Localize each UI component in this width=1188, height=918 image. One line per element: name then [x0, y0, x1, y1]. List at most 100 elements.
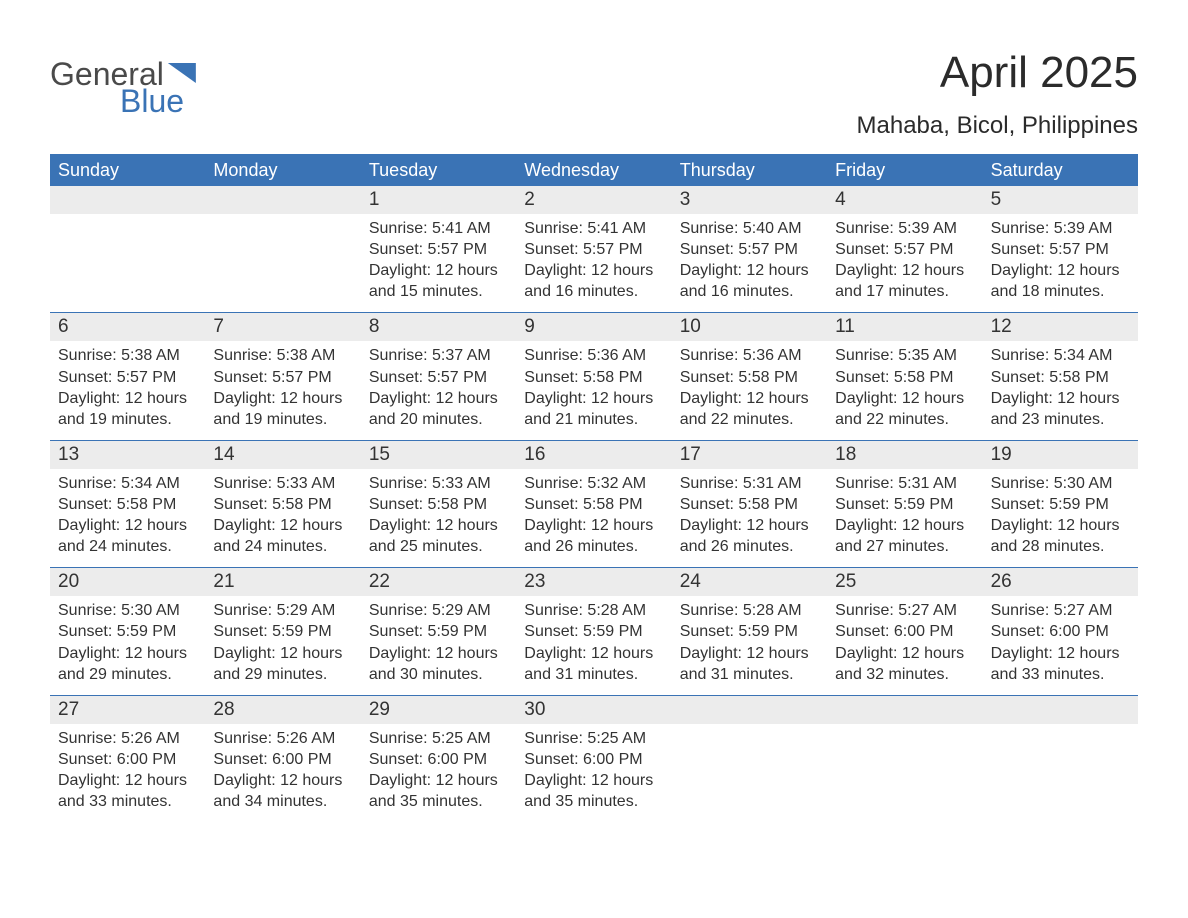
day-cell [205, 214, 360, 312]
day-number [50, 186, 205, 214]
day-cell: Sunrise: 5:38 AMSunset: 5:57 PMDaylight:… [205, 341, 360, 439]
sunrise-text: Sunrise: 5:40 AM [680, 218, 819, 239]
day-number: 18 [827, 441, 982, 469]
daylight-text: Daylight: 12 hours and 21 minutes. [524, 388, 663, 430]
day-cell: Sunrise: 5:39 AMSunset: 5:57 PMDaylight:… [827, 214, 982, 312]
sunset-text: Sunset: 6:00 PM [369, 749, 508, 770]
daylight-text: Daylight: 12 hours and 19 minutes. [58, 388, 197, 430]
day-cell: Sunrise: 5:27 AMSunset: 6:00 PMDaylight:… [827, 596, 982, 694]
daylight-text: Daylight: 12 hours and 34 minutes. [213, 770, 352, 812]
day-number [672, 696, 827, 724]
daylight-text: Daylight: 12 hours and 20 minutes. [369, 388, 508, 430]
sunrise-text: Sunrise: 5:35 AM [835, 345, 974, 366]
day-cell: Sunrise: 5:36 AMSunset: 5:58 PMDaylight:… [516, 341, 671, 439]
daylight-text: Daylight: 12 hours and 16 minutes. [524, 260, 663, 302]
daylight-text: Daylight: 12 hours and 35 minutes. [524, 770, 663, 812]
day-cell [672, 724, 827, 822]
sunset-text: Sunset: 5:57 PM [369, 367, 508, 388]
day-cell: Sunrise: 5:28 AMSunset: 5:59 PMDaylight:… [672, 596, 827, 694]
day-number: 19 [983, 441, 1138, 469]
sunrise-text: Sunrise: 5:41 AM [524, 218, 663, 239]
day-cell [50, 214, 205, 312]
daylight-text: Daylight: 12 hours and 22 minutes. [680, 388, 819, 430]
sunrise-text: Sunrise: 5:30 AM [58, 600, 197, 621]
flag-icon [168, 63, 196, 83]
day-number: 20 [50, 568, 205, 596]
daylight-text: Daylight: 12 hours and 24 minutes. [213, 515, 352, 557]
sunrise-text: Sunrise: 5:28 AM [524, 600, 663, 621]
day-cell: Sunrise: 5:41 AMSunset: 5:57 PMDaylight:… [516, 214, 671, 312]
day-number: 14 [205, 441, 360, 469]
sunset-text: Sunset: 6:00 PM [58, 749, 197, 770]
sunset-text: Sunset: 5:59 PM [680, 621, 819, 642]
sunrise-text: Sunrise: 5:39 AM [835, 218, 974, 239]
day-number: 7 [205, 313, 360, 341]
day-cell: Sunrise: 5:26 AMSunset: 6:00 PMDaylight:… [205, 724, 360, 822]
day-header: Saturday [983, 154, 1138, 186]
sunrise-text: Sunrise: 5:27 AM [835, 600, 974, 621]
daylight-text: Daylight: 12 hours and 26 minutes. [524, 515, 663, 557]
day-cell: Sunrise: 5:34 AMSunset: 5:58 PMDaylight:… [50, 469, 205, 567]
day-cell: Sunrise: 5:30 AMSunset: 5:59 PMDaylight:… [983, 469, 1138, 567]
daylight-text: Daylight: 12 hours and 26 minutes. [680, 515, 819, 557]
day-header: Monday [205, 154, 360, 186]
day-number: 27 [50, 696, 205, 724]
sunrise-text: Sunrise: 5:25 AM [369, 728, 508, 749]
sunset-text: Sunset: 5:57 PM [58, 367, 197, 388]
sunset-text: Sunset: 5:59 PM [991, 494, 1130, 515]
day-number: 10 [672, 313, 827, 341]
daylight-text: Daylight: 12 hours and 23 minutes. [991, 388, 1130, 430]
daylight-text: Daylight: 12 hours and 31 minutes. [680, 643, 819, 685]
day-number: 4 [827, 186, 982, 214]
sunset-text: Sunset: 6:00 PM [213, 749, 352, 770]
sunset-text: Sunset: 5:58 PM [991, 367, 1130, 388]
sunrise-text: Sunrise: 5:41 AM [369, 218, 508, 239]
sunset-text: Sunset: 5:57 PM [369, 239, 508, 260]
day-number: 21 [205, 568, 360, 596]
daylight-text: Daylight: 12 hours and 31 minutes. [524, 643, 663, 685]
day-cell: Sunrise: 5:39 AMSunset: 5:57 PMDaylight:… [983, 214, 1138, 312]
day-number: 26 [983, 568, 1138, 596]
day-number: 12 [983, 313, 1138, 341]
day-cell: Sunrise: 5:36 AMSunset: 5:58 PMDaylight:… [672, 341, 827, 439]
sunrise-text: Sunrise: 5:38 AM [58, 345, 197, 366]
daylight-text: Daylight: 12 hours and 35 minutes. [369, 770, 508, 812]
daylight-text: Daylight: 12 hours and 30 minutes. [369, 643, 508, 685]
calendar: Sunday Monday Tuesday Wednesday Thursday… [50, 154, 1138, 822]
sunrise-text: Sunrise: 5:31 AM [835, 473, 974, 494]
day-cell: Sunrise: 5:35 AMSunset: 5:58 PMDaylight:… [827, 341, 982, 439]
sunset-text: Sunset: 6:00 PM [835, 621, 974, 642]
sunset-text: Sunset: 5:59 PM [524, 621, 663, 642]
day-cell: Sunrise: 5:37 AMSunset: 5:57 PMDaylight:… [361, 341, 516, 439]
day-cell: Sunrise: 5:26 AMSunset: 6:00 PMDaylight:… [50, 724, 205, 822]
sunrise-text: Sunrise: 5:34 AM [58, 473, 197, 494]
sunrise-text: Sunrise: 5:36 AM [680, 345, 819, 366]
day-number [827, 696, 982, 724]
sunset-text: Sunset: 5:57 PM [680, 239, 819, 260]
day-cell: Sunrise: 5:38 AMSunset: 5:57 PMDaylight:… [50, 341, 205, 439]
day-header: Wednesday [516, 154, 671, 186]
sunset-text: Sunset: 5:59 PM [58, 621, 197, 642]
day-header: Tuesday [361, 154, 516, 186]
sunrise-text: Sunrise: 5:29 AM [369, 600, 508, 621]
daylight-text: Daylight: 12 hours and 27 minutes. [835, 515, 974, 557]
sunrise-text: Sunrise: 5:25 AM [524, 728, 663, 749]
sunset-text: Sunset: 5:58 PM [524, 367, 663, 388]
sunset-text: Sunset: 6:00 PM [524, 749, 663, 770]
sunrise-text: Sunrise: 5:31 AM [680, 473, 819, 494]
sunrise-text: Sunrise: 5:26 AM [213, 728, 352, 749]
day-cell: Sunrise: 5:40 AMSunset: 5:57 PMDaylight:… [672, 214, 827, 312]
sunset-text: Sunset: 5:58 PM [213, 494, 352, 515]
brand-logo: General Blue [50, 56, 196, 120]
day-header: Friday [827, 154, 982, 186]
sunset-text: Sunset: 5:57 PM [213, 367, 352, 388]
day-number: 22 [361, 568, 516, 596]
day-number: 1 [361, 186, 516, 214]
sunrise-text: Sunrise: 5:32 AM [524, 473, 663, 494]
day-cell: Sunrise: 5:31 AMSunset: 5:58 PMDaylight:… [672, 469, 827, 567]
sunrise-text: Sunrise: 5:37 AM [369, 345, 508, 366]
sunset-text: Sunset: 5:58 PM [524, 494, 663, 515]
day-number [983, 696, 1138, 724]
sunrise-text: Sunrise: 5:29 AM [213, 600, 352, 621]
sunset-text: Sunset: 5:59 PM [213, 621, 352, 642]
